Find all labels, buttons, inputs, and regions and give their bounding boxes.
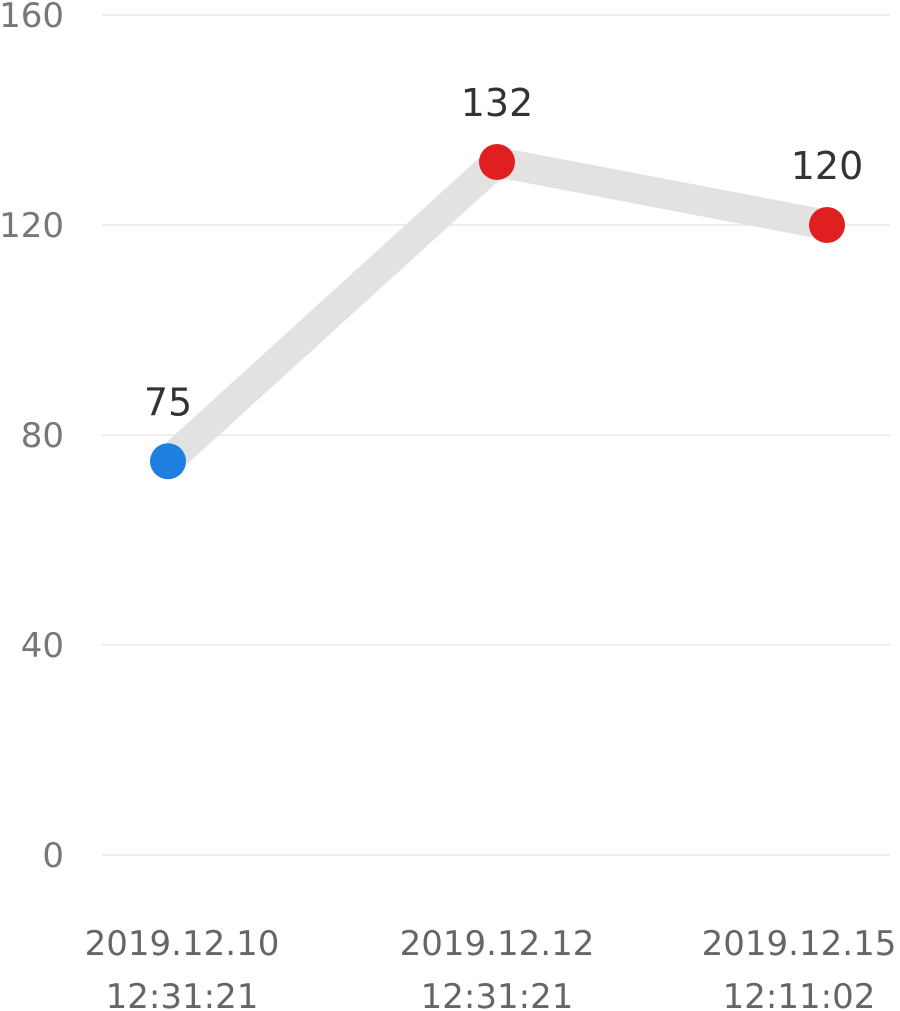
x-tick-date-3: 2019.12.15 xyxy=(702,924,897,964)
x-tick-date-2: 2019.12.12 xyxy=(400,924,595,964)
x-tick-time-2: 12:31:21 xyxy=(421,977,574,1011)
data-point-1[interactable] xyxy=(150,443,186,480)
y-tick-label-160: 160 xyxy=(0,0,64,36)
data-points xyxy=(150,144,845,480)
y-grid xyxy=(102,14,890,856)
x-axis-tick-labels: 2019.12.10 12:31:21 2019.12.12 12:31:21 2019… xyxy=(85,924,897,1011)
data-point-3[interactable] xyxy=(809,207,845,243)
y-tick-label-40: 40 xyxy=(21,626,64,666)
y-tick-label-120: 120 xyxy=(0,206,64,246)
series-line-group xyxy=(153,147,842,477)
y-axis-tick-labels: 0 40 80 120 160 xyxy=(0,0,64,876)
data-labels: 75 132 120 xyxy=(144,81,863,424)
data-label-3: 120 xyxy=(791,144,864,188)
x-tick-time-3: 12:11:02 xyxy=(723,977,876,1011)
data-point-2[interactable] xyxy=(479,144,515,180)
y-tick-label-80: 80 xyxy=(21,416,64,456)
data-label-1: 75 xyxy=(144,380,192,424)
y-tick-label-0: 0 xyxy=(42,836,64,876)
series-line xyxy=(153,147,842,477)
x-tick-time-1: 12:31:21 xyxy=(106,977,259,1011)
x-tick-date-1: 2019.12.10 xyxy=(85,924,280,964)
data-label-2: 132 xyxy=(461,81,534,125)
